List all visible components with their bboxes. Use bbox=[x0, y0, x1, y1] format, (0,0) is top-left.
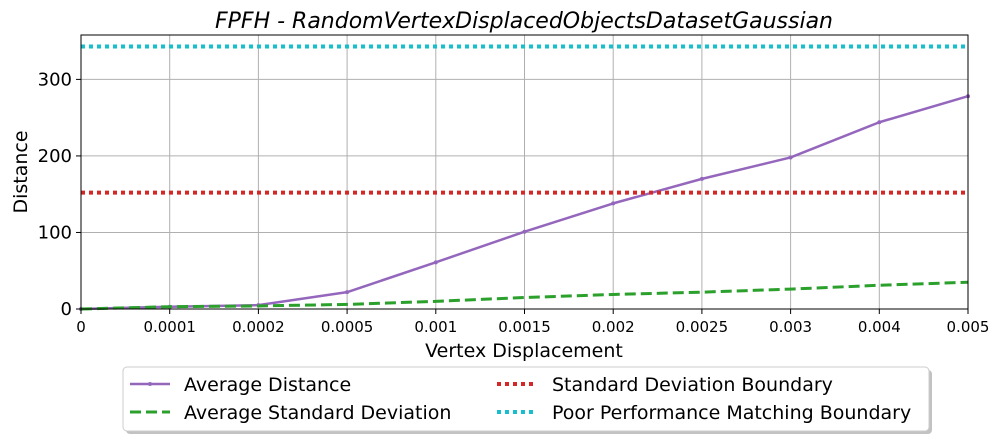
x-tick-label: 0.001 bbox=[414, 318, 457, 336]
series-layer bbox=[79, 44, 970, 311]
legend: Average Distance Average Standard Deviati… bbox=[122, 366, 932, 434]
legend-item: Poor Performance Matching Boundary bbox=[497, 402, 911, 424]
legend-label: Standard Deviation Boundary bbox=[552, 374, 833, 396]
x-tick-label: 0.0025 bbox=[676, 318, 729, 336]
x-tick-label: 0.0001 bbox=[143, 318, 196, 336]
data-point bbox=[788, 155, 793, 160]
x-tick-label: 0.005 bbox=[947, 318, 990, 336]
y-tick-label: 0 bbox=[61, 299, 72, 320]
x-tick-label: 0.0005 bbox=[321, 318, 374, 336]
series-line bbox=[80, 280, 969, 311]
legend-box bbox=[122, 366, 930, 432]
data-point bbox=[433, 260, 438, 265]
x-tick-label: 0 bbox=[76, 318, 86, 336]
legend-label: Poor Performance Matching Boundary bbox=[552, 402, 911, 424]
x-tick-label: 0.004 bbox=[858, 318, 901, 336]
y-axis-label: Distance bbox=[10, 130, 32, 213]
legend-item: Standard Deviation Boundary bbox=[497, 374, 833, 396]
grid-lines bbox=[80, 35, 969, 310]
legend-item: Average Standard Deviation bbox=[130, 402, 451, 424]
x-tick-label: 0.0015 bbox=[498, 318, 551, 336]
chart-title: FPFH - RandomVertexDisplacedObjectsDatas… bbox=[215, 9, 833, 34]
data-point bbox=[699, 176, 704, 181]
y-axis-ticks: 0 100 200 300 bbox=[38, 69, 81, 320]
legend-label: Average Standard Deviation bbox=[184, 402, 451, 424]
y-tick-label: 200 bbox=[38, 146, 72, 167]
x-tick-label: 0.003 bbox=[769, 318, 812, 336]
legend-label: Average Distance bbox=[184, 374, 351, 396]
legend-marker bbox=[148, 382, 152, 386]
x-axis-label: Vertex Displacement bbox=[425, 340, 623, 362]
data-point bbox=[611, 201, 616, 206]
y-tick-label: 300 bbox=[38, 69, 72, 90]
legend-item: Average Distance bbox=[130, 374, 351, 396]
data-point bbox=[877, 120, 882, 125]
y-tick-label: 100 bbox=[38, 222, 72, 243]
data-point bbox=[345, 290, 350, 295]
x-axis-ticks: 0 0.0001 0.0002 0.0005 0.001 0.0015 0.002 0.002… bbox=[76, 309, 989, 336]
x-tick-label: 0.002 bbox=[592, 318, 635, 336]
x-tick-label: 0.0002 bbox=[232, 318, 285, 336]
series-average-standard-deviation bbox=[80, 280, 969, 311]
data-point bbox=[522, 229, 527, 234]
